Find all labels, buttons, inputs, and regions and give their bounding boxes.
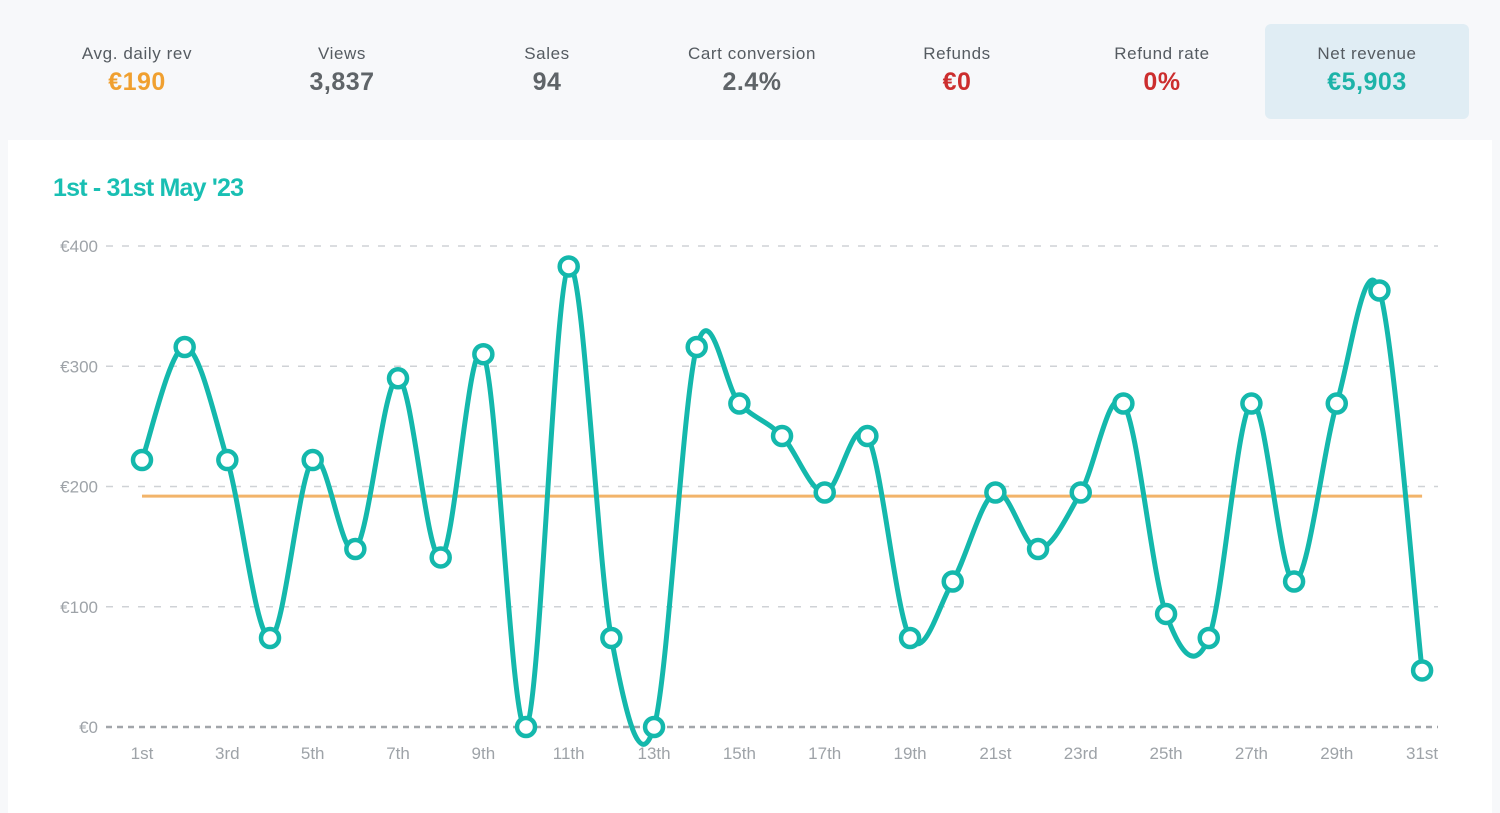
- stat-sales[interactable]: Sales 94: [445, 24, 649, 119]
- data-point: [344, 537, 367, 561]
- data-point: [898, 626, 922, 650]
- stat-value: €0: [942, 68, 972, 96]
- data-point: [813, 481, 836, 504]
- stat-label: Avg. daily rev: [81, 44, 193, 63]
- data-point: [770, 424, 794, 448]
- y-tick-label: €0: [79, 718, 98, 737]
- stat-label: Refund rate: [1114, 44, 1210, 63]
- y-tick-label: €400: [60, 237, 98, 256]
- data-point: [728, 392, 751, 415]
- stat-cart-conversion[interactable]: Cart conversion 2.4%: [650, 24, 854, 119]
- stat-refund-rate[interactable]: Refund rate 0%: [1060, 24, 1264, 119]
- data-point: [557, 255, 580, 278]
- data-point: [472, 342, 495, 366]
- stats-bar: Avg. daily rev €190 Views 3,837 Sales 94 Cart …: [0, 0, 1500, 140]
- stat-value: 94: [532, 68, 562, 96]
- x-tick-label: 13th: [637, 744, 670, 763]
- data-point: [130, 448, 154, 472]
- chart-panel: 1st - 31st May '23 €0 €100 €200 €300 €400 1st…: [8, 140, 1492, 813]
- stat-label: Sales: [524, 44, 570, 63]
- data-point: [642, 715, 666, 739]
- stat-label: Cart conversion: [687, 44, 817, 63]
- stat-avg-daily-rev[interactable]: Avg. daily rev €190: [35, 24, 239, 119]
- data-point: [514, 715, 538, 739]
- data-point: [1197, 626, 1220, 650]
- stat-value: €5,903: [1327, 68, 1407, 96]
- stat-label: Refunds: [923, 44, 991, 63]
- x-tick-label: 29th: [1320, 744, 1353, 763]
- x-tick-label: 25th: [1150, 744, 1183, 763]
- x-tick-label: 23rd: [1064, 744, 1098, 763]
- y-tick-label: €100: [60, 598, 98, 617]
- x-tick-label: 17th: [808, 744, 841, 763]
- revenue-line-chart: €0 €100 €200 €300 €400 1st 3rd 5th 7th 9th 11th 13t…: [60, 237, 1438, 763]
- data-point: [1325, 392, 1349, 415]
- x-tick-label: 19th: [894, 744, 927, 763]
- data-point: [1069, 481, 1092, 504]
- data-point: [258, 626, 282, 650]
- stat-value: €190: [108, 68, 166, 96]
- data-point: [1026, 537, 1050, 561]
- data-point: [429, 546, 452, 569]
- x-tick-label: 21st: [979, 744, 1011, 763]
- stat-views[interactable]: Views 3,837: [240, 24, 444, 119]
- data-point: [1282, 570, 1306, 593]
- chart-title: 1st - 31st May '23: [53, 174, 244, 202]
- data-point: [941, 570, 964, 593]
- data-point: [1154, 602, 1178, 626]
- x-tick-label: 27th: [1235, 744, 1268, 763]
- data-point: [1112, 392, 1135, 415]
- data-point: [1410, 659, 1434, 682]
- data-point: [216, 448, 239, 472]
- data-point: [685, 335, 708, 359]
- x-tick-label: 11th: [553, 744, 585, 763]
- stat-value: 2.4%: [722, 68, 782, 96]
- stat-refunds[interactable]: Refunds €0: [855, 24, 1059, 119]
- stat-value: 3,837: [309, 68, 375, 96]
- stat-label: Views: [317, 44, 367, 63]
- x-tick-label: 31st: [1406, 744, 1438, 763]
- x-tick-label: 5th: [301, 744, 325, 763]
- data-point: [1368, 279, 1391, 302]
- data-point: [301, 448, 324, 472]
- y-tick-label: €300: [60, 357, 98, 376]
- data-point: [173, 335, 196, 359]
- series-line: [139, 263, 1425, 747]
- data-point: [856, 424, 879, 448]
- x-tick-label: 7th: [386, 744, 410, 763]
- stat-label: Net revenue: [1317, 44, 1417, 63]
- y-tick-label: €200: [60, 478, 98, 497]
- x-tick-label: 3rd: [215, 744, 240, 763]
- data-point: [386, 367, 410, 390]
- data-point: [984, 481, 1007, 504]
- data-point: [1240, 392, 1263, 415]
- x-tick-label: 9th: [472, 744, 496, 763]
- x-tick-label: 15th: [723, 744, 756, 763]
- data-point: [600, 626, 623, 650]
- stat-net-revenue[interactable]: Net revenue €5,903: [1265, 24, 1469, 119]
- stat-value: 0%: [1143, 68, 1181, 96]
- x-tick-label: 1st: [131, 744, 154, 763]
